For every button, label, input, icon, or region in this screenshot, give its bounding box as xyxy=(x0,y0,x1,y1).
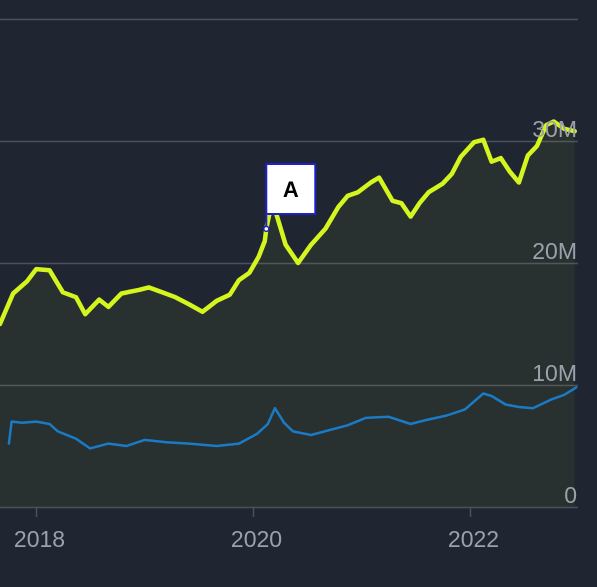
x-tick-label-2: 2022 xyxy=(448,526,499,552)
series-area-0 xyxy=(0,121,575,507)
flag-box xyxy=(265,163,317,215)
series-lines xyxy=(0,119,578,450)
series-line-0 xyxy=(0,119,577,327)
x-tick-label-0: 2018 xyxy=(14,526,65,552)
y-tick-label-3: 30M xyxy=(532,116,577,142)
annotation-flag-0: A xyxy=(263,163,317,233)
flag-anchor xyxy=(263,225,270,233)
x-tick-label-1: 2020 xyxy=(231,526,282,552)
annotation-flags: A xyxy=(263,163,317,233)
y-tick-label-0: 0 xyxy=(564,482,577,508)
flag-label: A xyxy=(283,177,299,202)
y-tick-label-1: 10M xyxy=(532,360,577,386)
y-tick-label-2: 20M xyxy=(532,238,577,264)
axis-labels: 0 10M 20M 30M 2018 2020 2022 xyxy=(14,116,577,552)
area-fill xyxy=(0,121,575,507)
series-line-1 xyxy=(7,386,578,450)
